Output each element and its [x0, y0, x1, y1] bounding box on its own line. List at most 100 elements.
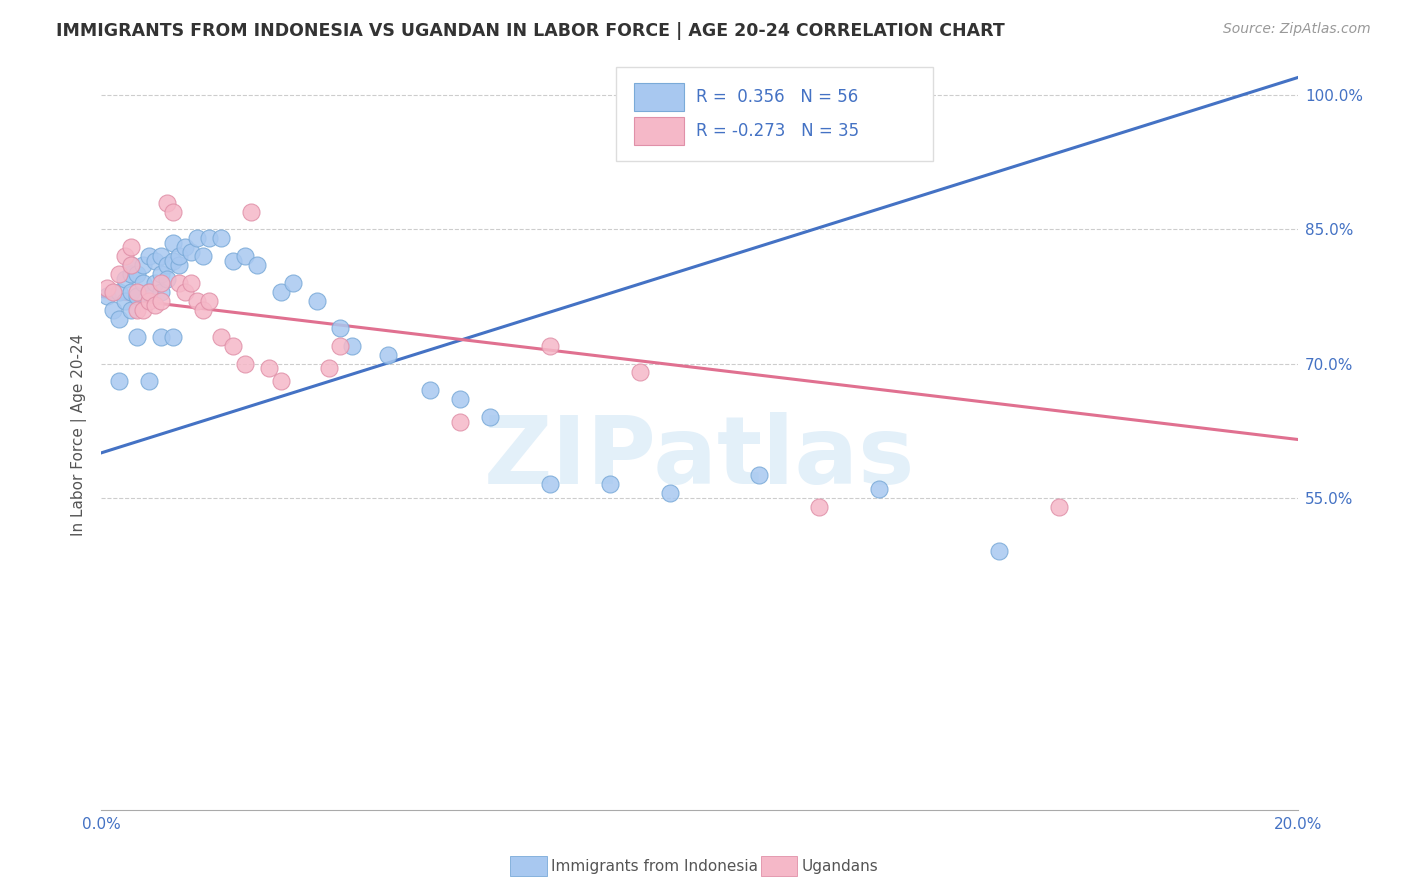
Point: [868, 482, 890, 496]
Point: [748, 468, 770, 483]
Point: [149, 249, 172, 263]
Point: [186, 293, 208, 308]
Point: [120, 258, 142, 272]
Point: [120, 285, 142, 299]
Point: [162, 204, 184, 219]
Point: [138, 375, 160, 389]
Point: [198, 293, 221, 308]
Point: [125, 289, 148, 303]
Point: [125, 329, 148, 343]
FancyBboxPatch shape: [634, 117, 683, 145]
Point: [108, 267, 131, 281]
FancyBboxPatch shape: [616, 67, 934, 161]
Point: [108, 375, 131, 389]
Y-axis label: In Labor Force | Age 20-24: In Labor Force | Age 20-24: [72, 334, 87, 536]
Text: R = -0.273   N = 35: R = -0.273 N = 35: [696, 122, 859, 140]
Point: [198, 231, 221, 245]
Text: IMMIGRANTS FROM INDONESIA VS UGANDAN IN LABOR FORCE | AGE 20-24 CORRELATION CHAR: IMMIGRANTS FROM INDONESIA VS UGANDAN IN …: [56, 22, 1005, 40]
Point: [125, 285, 148, 299]
Point: [143, 298, 166, 312]
Point: [125, 302, 148, 317]
Point: [808, 500, 831, 514]
Point: [143, 276, 166, 290]
Text: ZIPatlas: ZIPatlas: [484, 411, 915, 504]
Point: [167, 276, 190, 290]
Point: [342, 338, 364, 352]
Point: [209, 231, 232, 245]
Text: R =  0.356   N = 56: R = 0.356 N = 56: [696, 88, 858, 106]
Point: [156, 271, 179, 285]
Point: [125, 267, 148, 281]
Point: [233, 357, 256, 371]
Point: [658, 486, 681, 500]
Point: [329, 338, 352, 352]
Point: [101, 302, 124, 317]
Point: [419, 384, 441, 398]
Point: [167, 249, 190, 263]
FancyBboxPatch shape: [634, 83, 683, 112]
Point: [162, 253, 184, 268]
Point: [479, 410, 502, 425]
Point: [305, 293, 328, 308]
Point: [138, 285, 160, 299]
Point: [281, 276, 304, 290]
Point: [132, 276, 155, 290]
Point: [114, 271, 136, 285]
Point: [270, 375, 292, 389]
Point: [222, 338, 245, 352]
Point: [120, 267, 142, 281]
Point: [156, 195, 179, 210]
Point: [108, 311, 131, 326]
Point: [162, 329, 184, 343]
Point: [270, 285, 292, 299]
Point: [108, 285, 131, 299]
Point: [167, 258, 190, 272]
Point: [538, 338, 561, 352]
Point: [209, 329, 232, 343]
Point: [191, 302, 214, 317]
Point: [233, 249, 256, 263]
Point: [449, 415, 471, 429]
Point: [538, 477, 561, 491]
Point: [120, 240, 142, 254]
Point: [449, 392, 471, 407]
Point: [599, 477, 621, 491]
Point: [149, 329, 172, 343]
Point: [101, 285, 124, 299]
Text: Source: ZipAtlas.com: Source: ZipAtlas.com: [1223, 22, 1371, 37]
Point: [329, 320, 352, 334]
Point: [120, 302, 142, 317]
Point: [138, 293, 160, 308]
Point: [162, 235, 184, 250]
Point: [143, 253, 166, 268]
Point: [114, 293, 136, 308]
Point: [628, 366, 651, 380]
Point: [222, 253, 245, 268]
Point: [114, 249, 136, 263]
Point: [96, 289, 118, 303]
Point: [132, 258, 155, 272]
Point: [132, 302, 155, 317]
Point: [138, 285, 160, 299]
Point: [149, 276, 172, 290]
Point: [180, 276, 202, 290]
Text: Ugandans: Ugandans: [801, 859, 879, 873]
Point: [174, 285, 197, 299]
Point: [377, 348, 399, 362]
Point: [120, 258, 142, 272]
Point: [149, 267, 172, 281]
Point: [174, 240, 197, 254]
Point: [191, 249, 214, 263]
Point: [257, 361, 280, 376]
Point: [156, 258, 179, 272]
Point: [138, 249, 160, 263]
Point: [318, 361, 340, 376]
Point: [149, 293, 172, 308]
Point: [180, 244, 202, 259]
Point: [239, 204, 262, 219]
Point: [96, 280, 118, 294]
Point: [186, 231, 208, 245]
Point: [1047, 500, 1070, 514]
Point: [246, 258, 269, 272]
Point: [149, 285, 172, 299]
